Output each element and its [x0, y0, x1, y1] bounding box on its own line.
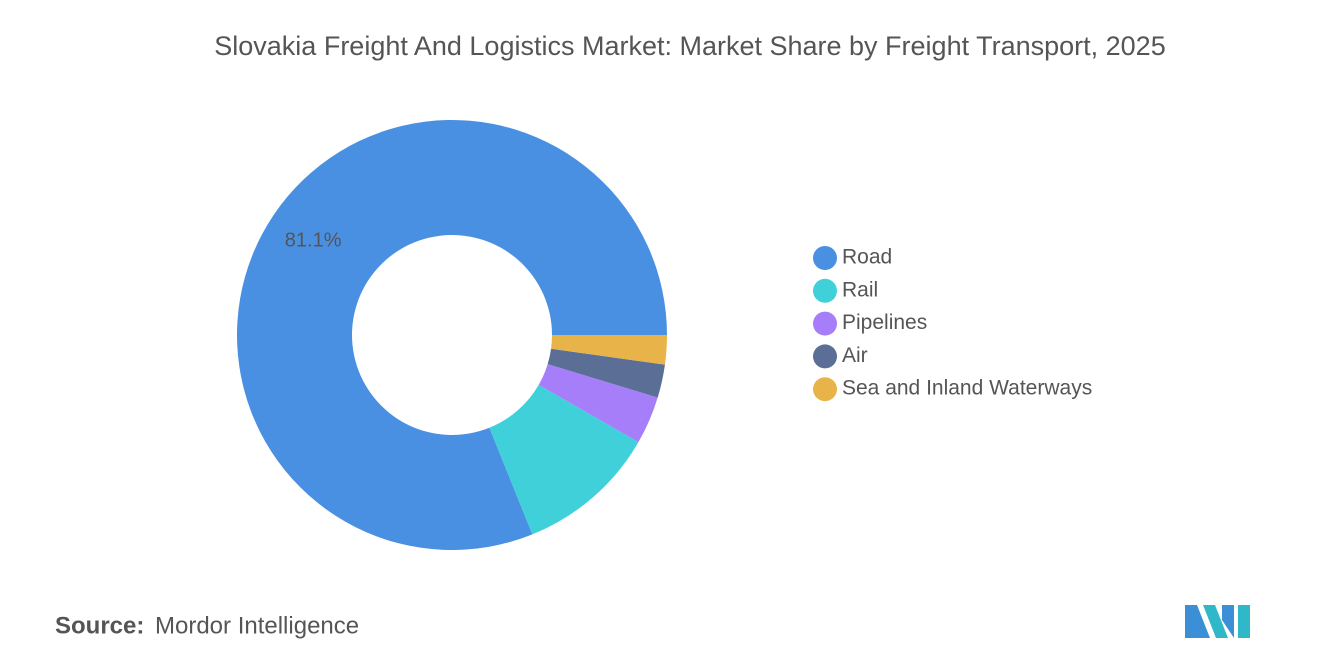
logo: [1185, 605, 1250, 638]
slice: [237, 119, 667, 550]
source-label: Source:: [55, 612, 144, 639]
chart-title: Slovakia Freight And Logistics Market: M…: [214, 31, 1165, 61]
legend-label: Pipelines: [842, 311, 927, 334]
legend-marker: [813, 278, 837, 303]
legend-label: Sea and Inland Waterways: [842, 377, 1092, 400]
slice: [547, 348, 665, 398]
slice: [489, 384, 639, 535]
legend-label: Air: [842, 344, 868, 367]
slice: [551, 335, 667, 365]
legend-marker: [813, 377, 837, 402]
source-text: Mordor Intelligence: [155, 612, 359, 639]
legend-marker: [813, 311, 837, 336]
legend-marker: [813, 344, 837, 369]
slice: [538, 364, 658, 443]
data-label: 81.1%: [285, 230, 342, 252]
legend-marker: [813, 246, 837, 270]
legend-label: Rail: [842, 278, 878, 301]
legend-label: Road: [842, 246, 892, 269]
